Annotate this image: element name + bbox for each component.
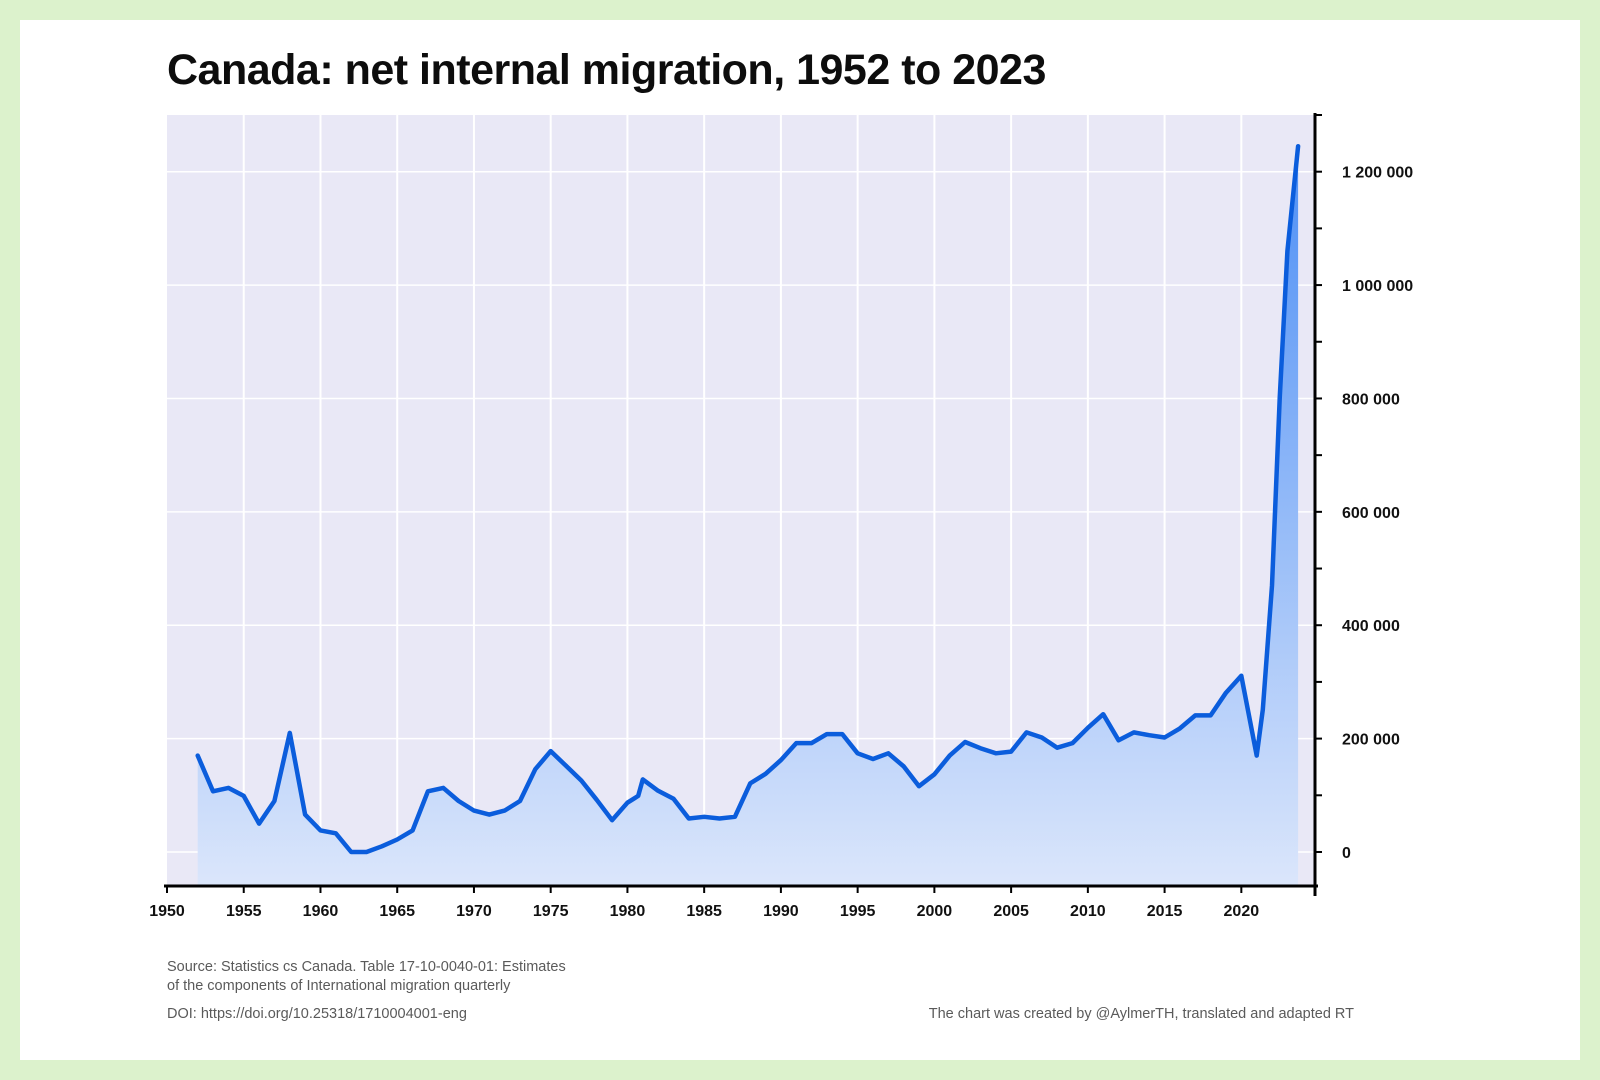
x-tick-label-1995: 1995 (840, 903, 876, 920)
x-axis-tick-labels: 1950 1955 1960 1965 1970 1975 1980 1985 1990 1995… (149, 903, 1259, 920)
x-tick-label-2015: 2015 (1147, 903, 1183, 920)
series-line (195, 143, 1301, 855)
y-tick-label-200000: 200 000 (1342, 732, 1400, 749)
x-tick-label-1980: 1980 (610, 903, 646, 920)
x-tick-label-1965: 1965 (379, 903, 415, 920)
source-note-line-1: Source: Statistics cs Canada. Table 17-1… (167, 959, 566, 975)
chart-title: Canada: net internal migration, 1952 to … (167, 46, 1046, 94)
y-tick-label-800000: 800 000 (1342, 391, 1400, 408)
y-axis-tick-labels: 0 200 000 400 000 600 000 800 000 1 000 000 1 … (1342, 165, 1413, 862)
credit-note: The chart was created by @AylmerTH, tran… (928, 1006, 1354, 1022)
x-tick-label-1985: 1985 (686, 903, 722, 920)
x-tick-label-1975: 1975 (533, 903, 569, 920)
x-tick-label-1960: 1960 (303, 903, 339, 920)
x-tick-label-1970: 1970 (456, 903, 492, 920)
y-tick-label-600000: 600 000 (1342, 505, 1400, 522)
source-note-line-2: of the components of International migra… (167, 978, 511, 994)
y-tick-label-1200000: 1 200 000 (1342, 165, 1413, 182)
axes (164, 113, 1322, 896)
y-tick-label-400000: 400 000 (1342, 618, 1400, 635)
x-tick-label-2000: 2000 (917, 903, 953, 920)
x-tick-label-1950: 1950 (149, 903, 185, 920)
y-tick-label-0: 0 (1342, 845, 1351, 862)
x-tick-label-2010: 2010 (1070, 903, 1106, 920)
x-tick-label-2005: 2005 (993, 903, 1029, 920)
series-area-fill (197, 146, 1299, 886)
doi-note: DOI: https://doi.org/10.25318/1710004001… (167, 1006, 467, 1022)
y-tick-label-1000000: 1 000 000 (1342, 278, 1413, 295)
line-chart: 1950 1955 1960 1965 1970 1975 1980 1985 1990 1995… (149, 113, 1413, 920)
x-tick-label-1990: 1990 (763, 903, 799, 920)
x-tick-label-1955: 1955 (226, 903, 262, 920)
x-tick-label-2020: 2020 (1224, 903, 1260, 920)
chart-card: Canada: net internal migration, 1952 to … (20, 20, 1580, 1060)
